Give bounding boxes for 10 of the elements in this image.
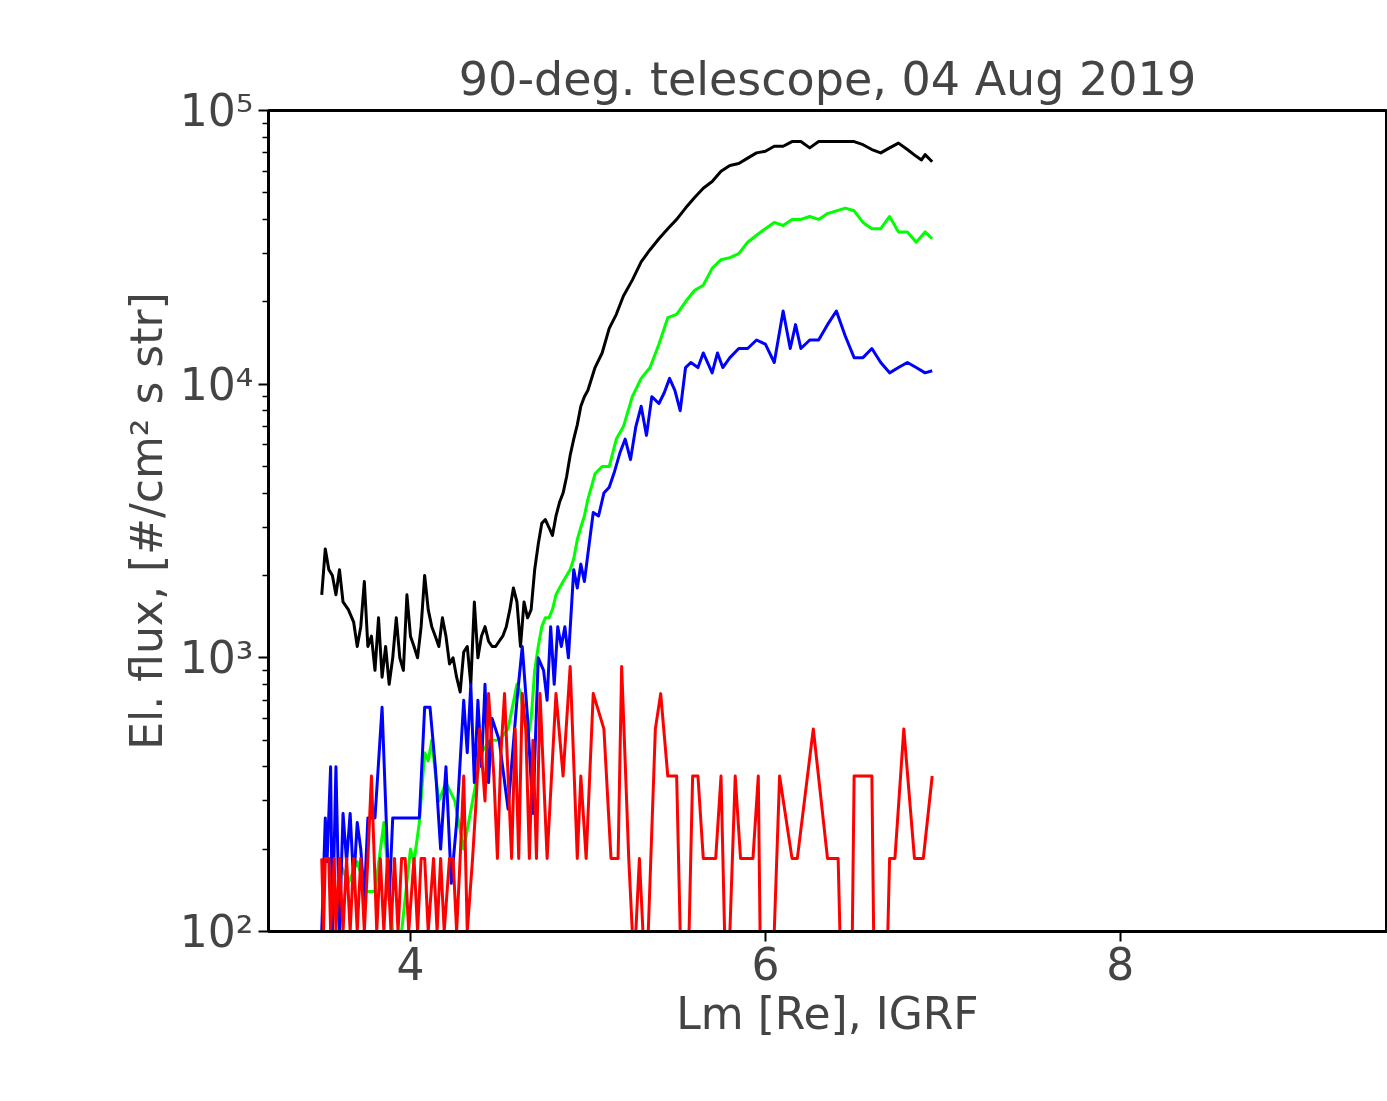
y-tick-label: 10⁵ (179, 85, 254, 136)
x-tick-label: 8 (1106, 938, 1135, 990)
y-axis-title: El. flux, [#/cm² s str] (120, 292, 172, 750)
y-tick-label: 10³ (179, 632, 254, 684)
chart-title: 90-deg. telescope, 04 Aug 2019 (458, 51, 1197, 106)
x-tick-label: 4 (396, 938, 425, 990)
x-tick-label: 6 (751, 938, 780, 990)
y-tick-label: 10⁴ (179, 358, 254, 410)
x-axis-title: Lm [Re], IGRF (676, 987, 979, 1039)
y-tick-label: 10² (179, 906, 254, 957)
